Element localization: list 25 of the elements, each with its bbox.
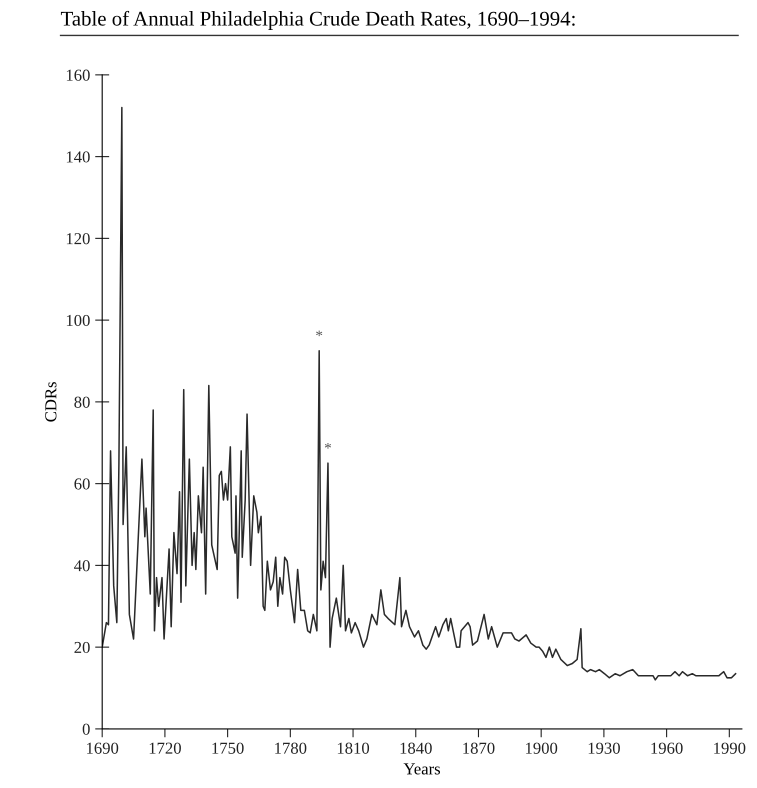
x-tick-label: 1720 [150,742,181,754]
x-tick-label: 1900 [526,742,558,754]
annotation: * [324,442,332,449]
x-axis-title: Years [404,763,440,774]
x-tick-label: 1780 [275,742,306,754]
y-tick-label: 20 [74,642,90,654]
chart-title: Table of Annual Philadelphia Crude Death Rates, 1690–1994: [60,10,575,30]
y-tick-label: 120 [66,233,90,244]
x-tick-label: 1810 [338,742,370,754]
x-tick-label: 1930 [588,742,620,754]
annotation: * [316,330,322,336]
y-tick-label: 60 [74,478,90,490]
y-axis-title: CDRs [45,382,56,422]
x-tick-label: 1690 [86,742,118,754]
x-tick-label: 1750 [212,742,244,754]
y-tick-label: 100 [66,314,90,326]
x-tick-label: 1840 [400,742,432,754]
x-tick-label: 1870 [463,742,494,754]
y-tick-label: 80 [74,396,90,408]
y-tick-label: 0 [82,724,90,735]
y-tick-label: 140 [66,151,90,163]
y-tick-label: 40 [74,560,90,572]
y-tick-label: 160 [66,70,90,81]
x-tick-label: 1990 [714,742,746,754]
x-tick-label: 1960 [651,742,683,754]
